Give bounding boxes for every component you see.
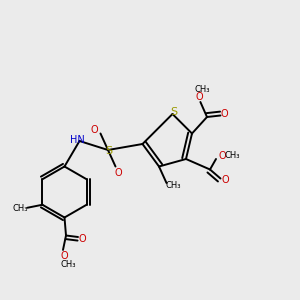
Text: CH₃: CH₃ [61, 260, 76, 269]
Text: CH₃: CH₃ [13, 204, 28, 213]
Text: HN: HN [70, 135, 85, 145]
Text: O: O [91, 125, 98, 136]
Text: O: O [60, 251, 68, 261]
Text: CH₃: CH₃ [225, 151, 240, 160]
Text: O: O [218, 151, 226, 161]
Text: O: O [220, 109, 228, 119]
Text: S: S [105, 146, 112, 156]
Text: CH₃: CH₃ [194, 85, 210, 94]
Text: CH₃: CH₃ [166, 182, 181, 190]
Text: O: O [78, 233, 86, 244]
Text: O: O [221, 175, 229, 185]
Text: S: S [170, 106, 177, 117]
Text: O: O [196, 92, 204, 102]
Text: O: O [115, 168, 122, 178]
